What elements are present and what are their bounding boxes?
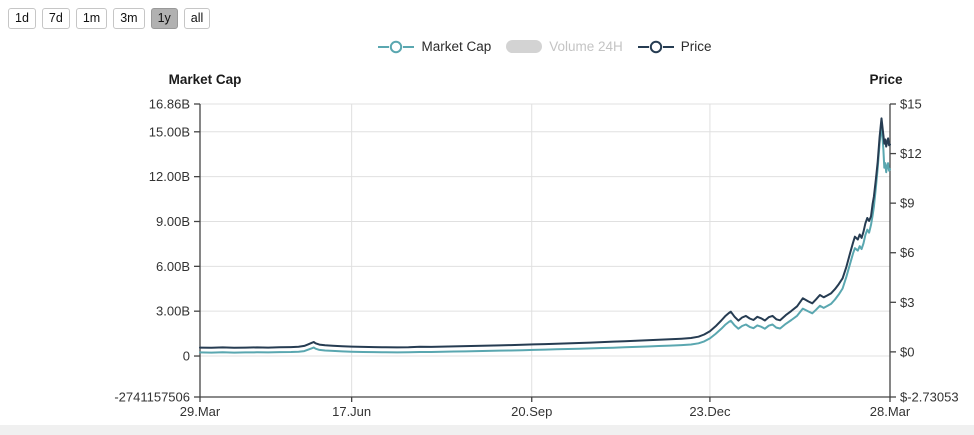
left-axis-tick-label: 16.86B bbox=[149, 97, 190, 112]
price-series-marker-icon bbox=[637, 40, 674, 53]
x-axis-tick-label: 28.Mar bbox=[870, 404, 911, 419]
market-cap-series-marker-icon bbox=[378, 40, 415, 53]
left-axis-tick-label: 12.00B bbox=[149, 169, 190, 184]
market-cap-line[interactable] bbox=[199, 123, 891, 354]
left-axis-title: Market Cap bbox=[169, 72, 242, 87]
price-line[interactable] bbox=[199, 117, 891, 349]
legend-item-price[interactable]: Price bbox=[637, 39, 712, 54]
right-axis-tick-label: $12 bbox=[900, 146, 922, 161]
legend-label-price: Price bbox=[680, 39, 712, 54]
x-axis-tick-label: 20.Sep bbox=[511, 404, 552, 419]
x-axis-tick-label: 23.Dec bbox=[689, 404, 731, 419]
timeframe-button-1y[interactable]: 1y bbox=[150, 8, 178, 29]
timeframe-button-all[interactable]: all bbox=[183, 8, 211, 29]
right-axis-tick-label: $0 bbox=[900, 344, 914, 359]
x-axis-tick-label: 29.Mar bbox=[180, 404, 221, 419]
right-axis-tick-label: $9 bbox=[900, 196, 914, 211]
left-axis-tick-label: 9.00B bbox=[156, 214, 190, 229]
right-axis-title: Price bbox=[869, 72, 903, 87]
legend-item-market-cap[interactable]: Market Cap bbox=[378, 39, 491, 54]
timeframe-button-1d[interactable]: 1d bbox=[8, 8, 36, 29]
volume-series-swatch-icon bbox=[506, 40, 543, 53]
timeframe-button-1m[interactable]: 1m bbox=[75, 8, 108, 29]
timeframe-toolbar: 1d 7d 1m 3m 1y all bbox=[8, 8, 211, 29]
legend-label-market-cap: Market Cap bbox=[421, 39, 492, 54]
left-axis-tick-label: 6.00B bbox=[156, 259, 190, 274]
right-axis-tick-label: $-2.73053 bbox=[900, 390, 959, 405]
right-axis-tick-label: $3 bbox=[900, 295, 914, 310]
right-axis-tick-label: $6 bbox=[900, 245, 914, 260]
x-axis-tick-label: 17.Jun bbox=[332, 404, 371, 419]
legend-item-volume[interactable]: Volume 24H bbox=[506, 39, 623, 54]
legend-label-volume: Volume 24H bbox=[549, 39, 623, 54]
bottom-scrollbar-strip bbox=[0, 425, 974, 435]
left-axis-tick-label: 3.00B bbox=[156, 304, 190, 319]
left-axis-tick-label: 0 bbox=[183, 349, 190, 364]
timeframe-button-3m[interactable]: 3m bbox=[113, 8, 145, 29]
timeframe-button-7d[interactable]: 7d bbox=[41, 8, 70, 29]
left-axis-tick-label: 15.00B bbox=[149, 124, 190, 139]
chart-legend: Market Cap Volume 24H Price bbox=[200, 39, 890, 54]
left-axis-tick-label: -2741157506 bbox=[114, 390, 190, 405]
right-axis-tick-label: $15 bbox=[900, 97, 922, 112]
